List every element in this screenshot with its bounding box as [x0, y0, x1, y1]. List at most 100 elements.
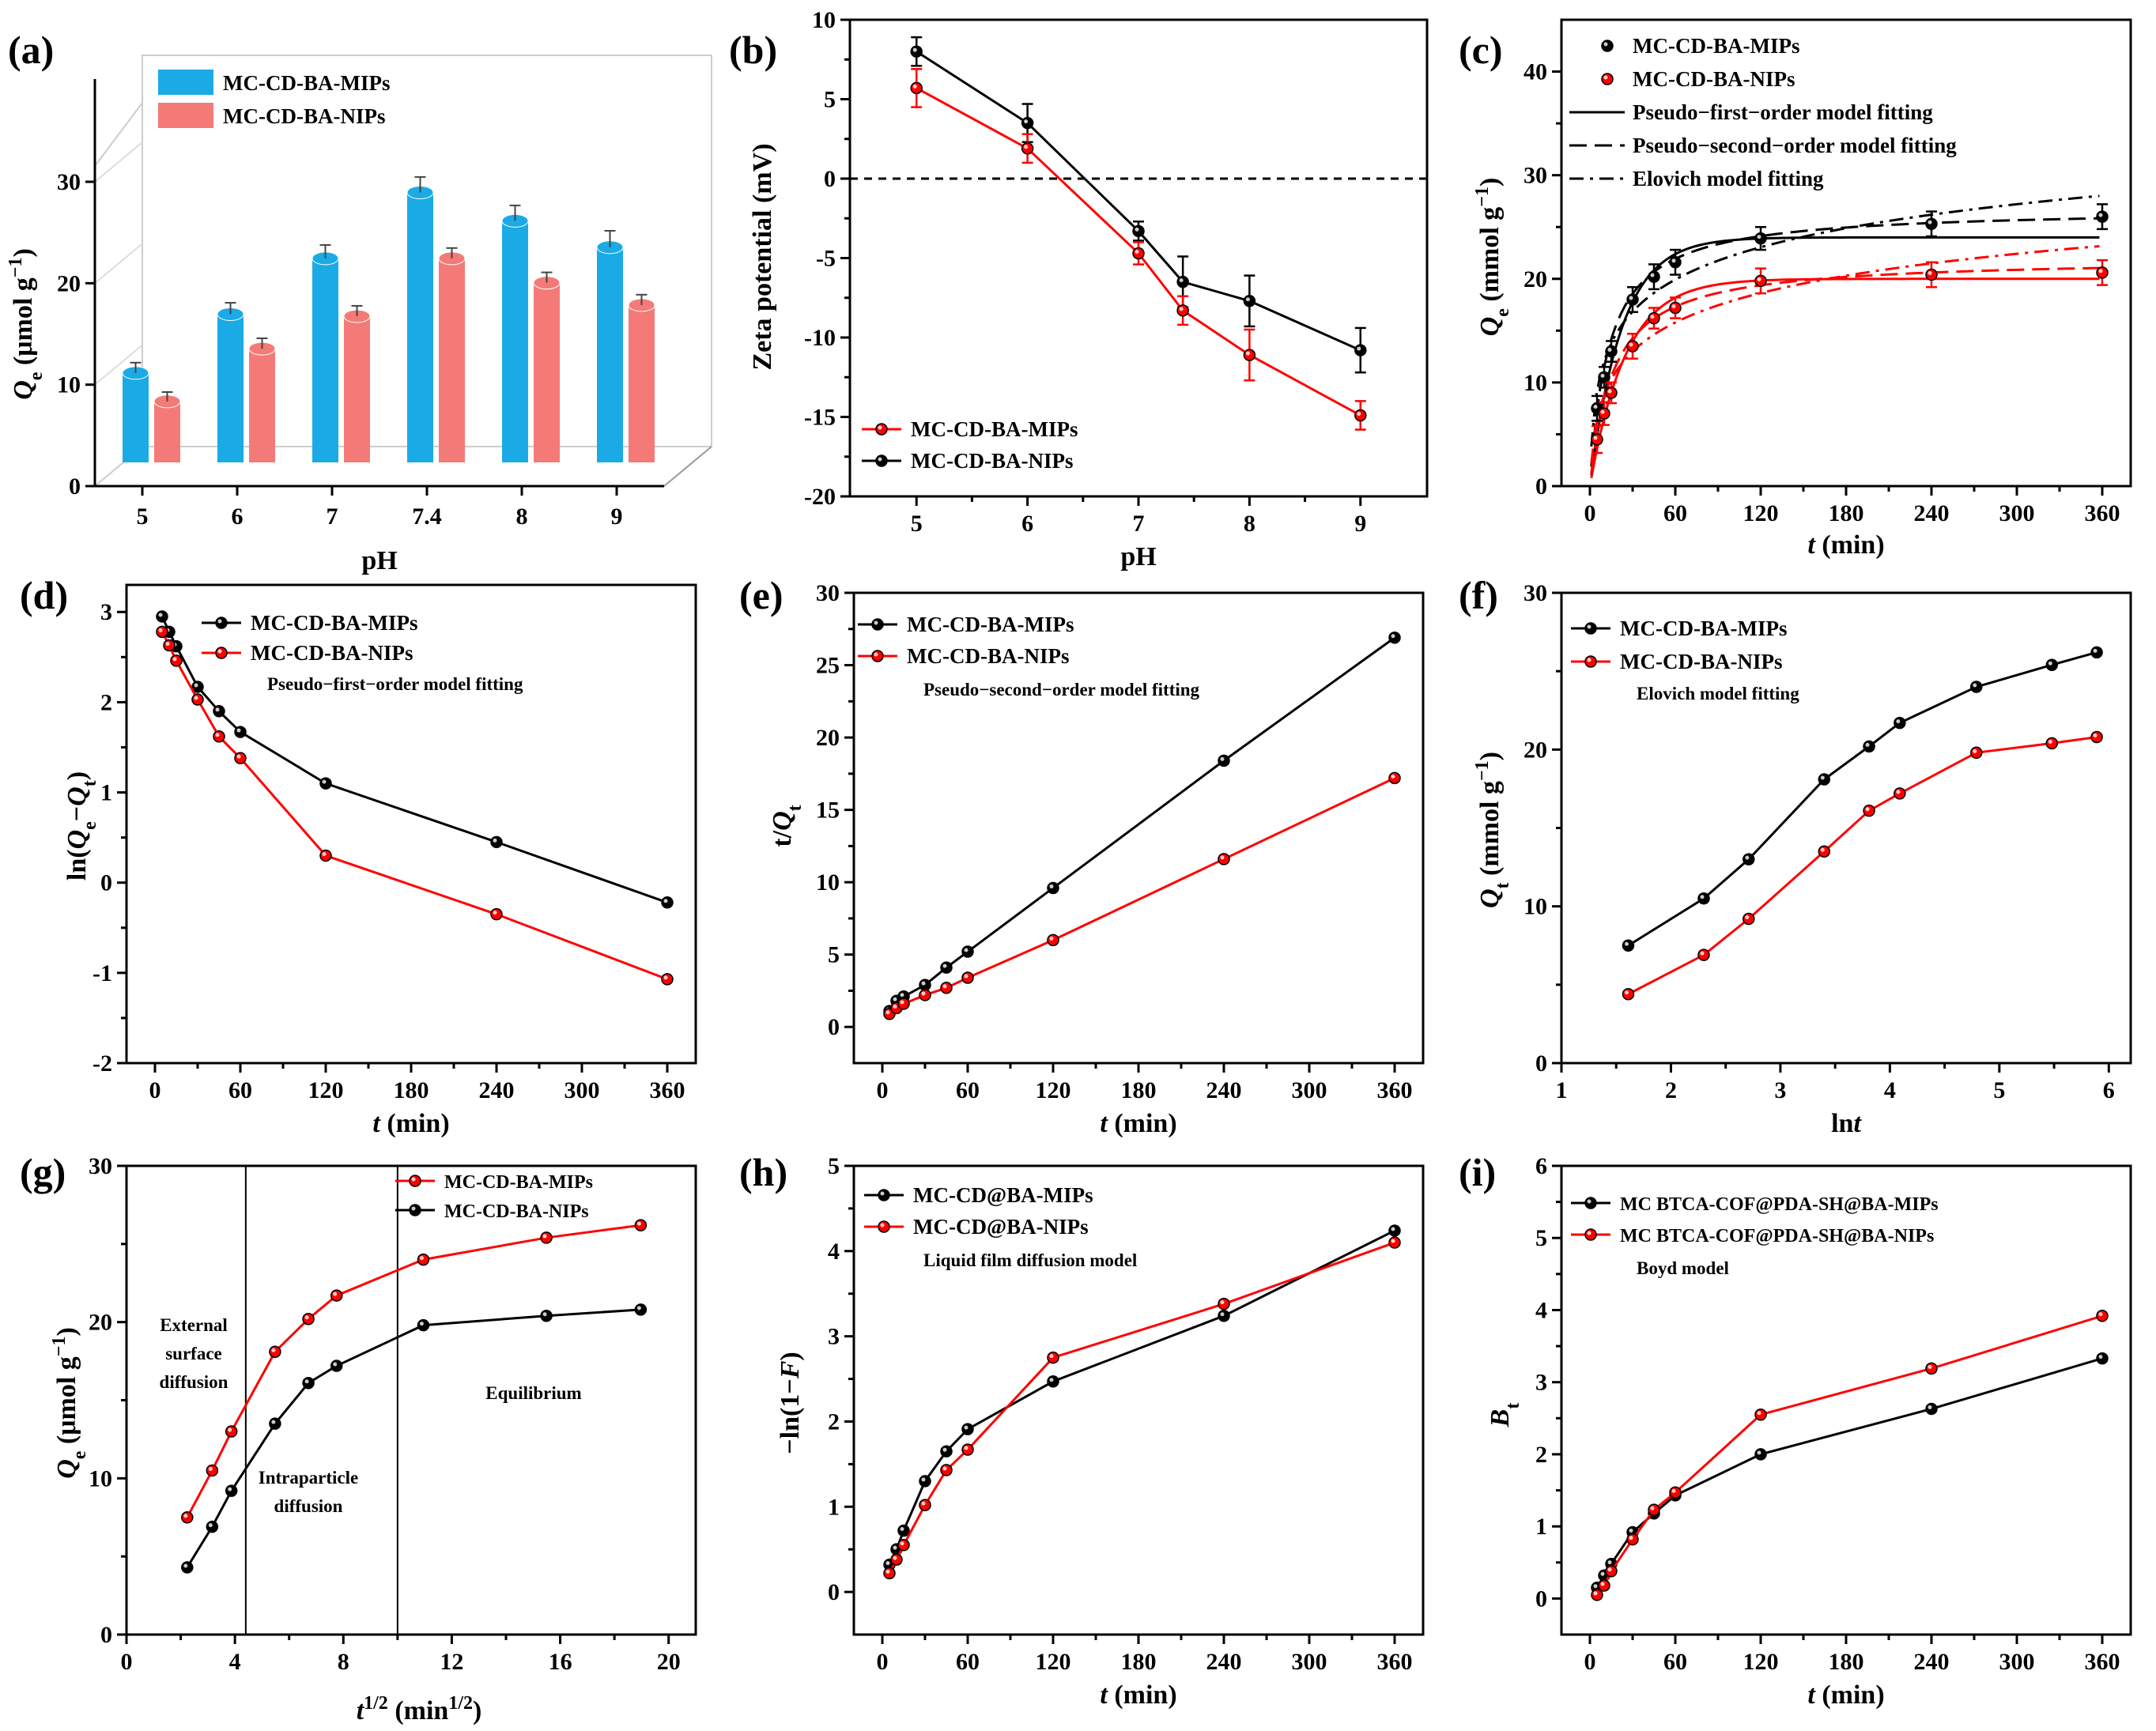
data-point-highlight — [1179, 307, 1184, 311]
model-annotation: Boyd model — [1637, 1258, 1729, 1278]
x-tick-label: 360 — [650, 1077, 685, 1103]
legend-swatch — [158, 103, 213, 128]
legend-marker — [215, 617, 228, 629]
legend-marker-highlight — [880, 1223, 885, 1228]
x-tick-label: 5 — [911, 511, 923, 537]
data-point — [661, 973, 674, 986]
y-tick-label: 0 — [828, 1014, 840, 1040]
y-tick-label: 30 — [1524, 580, 1547, 606]
data-point — [1863, 804, 1875, 817]
data-point-highlight — [419, 1256, 424, 1261]
legend-label: MC-CD-BA-NIPs — [251, 641, 413, 665]
data-point — [1669, 301, 1682, 315]
y-axis-label: Zeta potential (mV) — [748, 143, 777, 370]
x-tick-label: 60 — [1663, 500, 1687, 526]
data-point — [225, 1425, 238, 1438]
data-point-highlight — [183, 1563, 188, 1568]
x-tick-label: 300 — [1999, 500, 2035, 526]
back-wall — [142, 55, 712, 447]
data-point-highlight — [1624, 941, 1629, 946]
data-point — [1605, 1564, 1618, 1578]
data-point-highlight — [1220, 1300, 1225, 1305]
y-tick-label: 5 — [824, 87, 836, 113]
plot-frame — [125, 1164, 697, 1636]
data-point-highlight — [921, 1477, 926, 1482]
data-point — [634, 1219, 648, 1231]
data-point — [234, 726, 247, 738]
y-tick-label: 20 — [816, 725, 840, 751]
data-point — [1598, 1579, 1610, 1592]
y-tick-label: 30 — [89, 1153, 112, 1179]
data-point — [1388, 1224, 1401, 1237]
legend-marker — [871, 650, 884, 662]
y-tick-label: 25 — [816, 653, 840, 679]
data-point — [897, 997, 910, 1010]
legend-swatch — [158, 70, 213, 95]
fit-curve — [1590, 266, 2100, 473]
x-tick-label: 6 — [1021, 511, 1033, 537]
legend-marker-highlight — [217, 649, 222, 654]
data-point — [1925, 217, 1938, 231]
x-tick-label: 0 — [877, 1649, 889, 1675]
data-point-highlight — [172, 657, 177, 662]
data-point — [417, 1318, 430, 1332]
data-point-highlight — [1650, 273, 1655, 277]
data-point-highlight — [322, 779, 327, 784]
legend-marker — [409, 1175, 421, 1187]
x-tick-label: 180 — [1829, 1649, 1864, 1675]
bar — [154, 401, 180, 462]
x-tick-label: 0 — [121, 1649, 133, 1675]
data-point — [163, 639, 176, 652]
wall-grid — [94, 141, 143, 183]
y-tick-label: 1 — [828, 1494, 840, 1520]
region-label: diffusion — [160, 1372, 228, 1392]
x-tick-label: 60 — [228, 1077, 252, 1103]
y-tick-label: 20 — [89, 1310, 112, 1336]
y-tick-label: 0 — [100, 1622, 112, 1648]
data-point — [919, 989, 931, 1001]
data-point — [919, 979, 931, 991]
data-point-highlight — [1357, 411, 1361, 416]
fit-curve — [1590, 277, 2100, 478]
x-tick-label: 360 — [1377, 1649, 1413, 1675]
data-point-highlight — [885, 1569, 890, 1574]
data-point — [302, 1312, 315, 1326]
x-tick-label: 12 — [440, 1649, 463, 1675]
data-point — [1021, 142, 1034, 155]
legend-label: MC-CD-BA-NIPs — [1633, 67, 1795, 91]
data-point-highlight — [921, 981, 926, 986]
data-point — [1754, 1448, 1767, 1461]
data-point — [661, 896, 674, 909]
bar — [249, 349, 275, 462]
data-point-highlight — [636, 1221, 641, 1226]
data-point — [890, 1553, 903, 1566]
data-point — [1626, 340, 1639, 353]
data-point-highlight — [1973, 749, 1977, 753]
legend-marker — [875, 423, 888, 436]
data-point — [191, 693, 204, 706]
x-tick-label: 120 — [1036, 1077, 1071, 1103]
data-point-highlight — [1607, 1560, 1612, 1565]
y-tick-label: 5 — [828, 942, 840, 968]
y-axis-label: t/Qt — [768, 805, 806, 847]
data-point-highlight — [964, 948, 969, 952]
data-point-highlight — [2093, 648, 2097, 653]
data-point-highlight — [1650, 1506, 1655, 1510]
data-point-highlight — [1757, 1411, 1761, 1416]
data-point — [1925, 268, 1938, 281]
data-point-highlight — [1671, 258, 1676, 263]
data-point — [490, 907, 503, 921]
data-point-highlight — [1049, 936, 1054, 941]
legend-marker-highlight — [880, 1191, 885, 1196]
panel-label: (i) — [1459, 1150, 1496, 1194]
data-point-highlight — [964, 1425, 969, 1430]
data-point — [1754, 274, 1767, 288]
data-point-highlight — [1671, 1488, 1676, 1493]
y-tick-label: 20 — [1524, 266, 1547, 292]
legend-marker-highlight — [874, 620, 878, 625]
legend-marker — [1601, 73, 1614, 85]
data-point — [1754, 232, 1767, 245]
data-point-highlight — [215, 707, 220, 712]
data-point-highlight — [1600, 409, 1605, 414]
series-line — [186, 1224, 641, 1518]
